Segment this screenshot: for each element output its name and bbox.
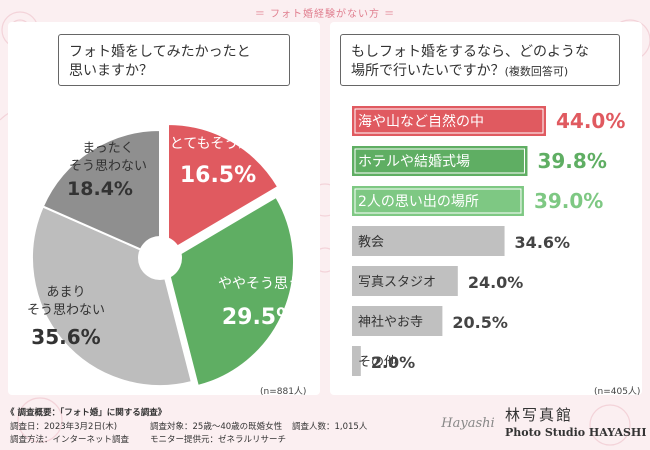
bar-label-5: 神社やお寺 (358, 314, 423, 330)
brand-logo-mark: Hayashi (441, 416, 495, 431)
pie-value-1: 29.5% (222, 305, 298, 330)
pie-n-label: (n=881人) (260, 387, 307, 397)
bar-label-2: 2人の思い出の場所 (358, 194, 479, 210)
bar-value-3: 34.6% (515, 233, 571, 252)
pie-slice-1 (164, 195, 295, 388)
pie-label-3-line2: そう思わない (69, 159, 147, 174)
footer-target: 調査対象：25歳〜40歳の既婚女性 (150, 422, 283, 432)
bar-inner-border-2 (354, 188, 522, 214)
bar-3 (352, 226, 505, 256)
page-header: ＝ フォト婚経験がない方 ＝ (254, 9, 396, 20)
bar-label-0: 海や山など自然の中 (358, 113, 484, 130)
right-question-line2: 場所で行いたいですか？ (351, 63, 505, 79)
right-question-box: もしフォト婚をするなら、どのような 場所で行いたいですか？(複数回答可) (340, 34, 620, 86)
bar-label-3: 教会 (358, 234, 384, 250)
bar-4 (352, 266, 458, 296)
footer-count: 調査人数：1,015人 (292, 422, 368, 432)
bar-6 (352, 346, 361, 376)
pie-chart: とてもそう思う 16.5% ややそう思う 29.5% あまり そう思わない 35… (27, 122, 302, 388)
bar-1 (352, 146, 528, 176)
bar-value-4: 24.0% (468, 273, 524, 292)
bar-value-0: 44.0% (556, 109, 625, 133)
bar-value-2: 39.0% (534, 189, 603, 213)
left-question-line2: 思いますか？ (69, 63, 153, 79)
footer-date: 調査日：2023年3月2日(木) (10, 422, 118, 432)
bar-label-1: ホテルや結婚式場 (358, 154, 470, 170)
bar-label-4: 写真スタジオ (358, 275, 436, 290)
bar-chart: 海や山など自然の中 44.0% ホテルや結婚式場 39.8% 2人の思い出の場所 39.0… (352, 106, 625, 376)
right-question-sub: (複数回答可) (504, 65, 569, 78)
bar-value-1: 39.8% (537, 149, 606, 173)
pie-slice-0 (167, 122, 280, 254)
footer-title: 《 調査概要：「フォト婚」に関する調査》 (6, 408, 167, 418)
pie-center-hole (138, 236, 182, 280)
left-question-line1: フォト婚をしてみたかったと (69, 44, 251, 60)
pie-label-2-line1: あまり (46, 285, 85, 300)
bar-n-label: (n=405人) (594, 387, 641, 397)
right-question-line1: もしフォト婚をするなら、どのような (351, 44, 589, 60)
bar-2 (352, 186, 524, 216)
footer-provider: モニター提供元：ゼネラルリサーチ (150, 435, 287, 445)
pie-value-3: 18.4% (67, 178, 133, 200)
bar-0 (352, 106, 546, 136)
footer: 《 調査概要：「フォト婚」に関する調査》 調査日：2023年3月2日(木) 調査… (0, 400, 650, 450)
left-question-box: フォト婚をしてみたかったと 思いますか？ (58, 34, 290, 86)
pie-label-0: とてもそう思う (170, 136, 267, 152)
bar-value-5: 20.5% (452, 313, 508, 332)
pie-label-2-line2: そう思わない (27, 303, 105, 318)
bar-inner-border-1 (354, 148, 525, 174)
pie-label-3-line1: まったく (82, 141, 133, 156)
pie-label-1: ややそう思う (218, 276, 302, 292)
pie-slice-3 (41, 128, 161, 260)
brand-name-en: Photo Studio HAYASHI (505, 426, 647, 439)
pie-value-0: 16.5% (180, 163, 256, 188)
bar-inner-border-0 (354, 108, 544, 134)
bar-5 (352, 306, 443, 336)
footer-method: 調査方法：インターネット調査 (10, 435, 130, 445)
bar-value-6: 2.0% (371, 353, 415, 372)
pie-slice-2 (31, 205, 194, 387)
bar-label-6: その他 (358, 355, 397, 370)
pie-value-2: 35.6% (31, 325, 100, 349)
brand-name-jp: 林写真館 (505, 406, 574, 424)
